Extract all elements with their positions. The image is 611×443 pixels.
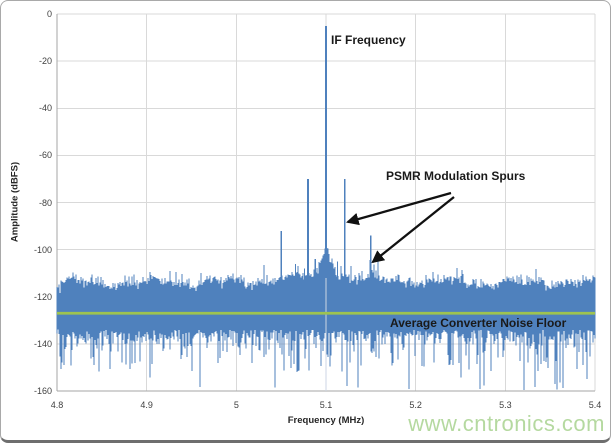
y-tick-label: -60 (38, 150, 52, 161)
y-tick-label: 0 (46, 9, 52, 19)
y-tick-label: -120 (33, 291, 52, 302)
watermark-text: www.cntronics.com (408, 411, 605, 436)
x-tick-label: 5.1 (319, 400, 333, 410)
y-tick-label: -100 (33, 244, 52, 255)
y-tick-label: -80 (38, 197, 52, 208)
x-tick-label: 5.3 (499, 400, 512, 410)
y-tick-label: -40 (38, 103, 52, 114)
y-tick-label: -160 (33, 386, 52, 396)
if-frequency-annotation: IF Frequency (331, 33, 406, 47)
y-tick-label: -140 (33, 338, 52, 349)
x-axis-title: Frequency (MHz) (287, 415, 365, 426)
psmr-spurs-annotation: PSMR Modulation Spurs (386, 169, 526, 183)
x-tick-label: 5 (233, 400, 239, 410)
x-tick-label: 5.2 (409, 400, 422, 410)
noise-floor-annotation: Average Converter Noise Floor (390, 316, 567, 330)
y-tick-label: -20 (38, 56, 52, 67)
x-tick-label: 4.9 (140, 400, 153, 410)
x-tick-label: 4.8 (50, 400, 64, 410)
x-tick-label: 5.4 (588, 400, 602, 410)
